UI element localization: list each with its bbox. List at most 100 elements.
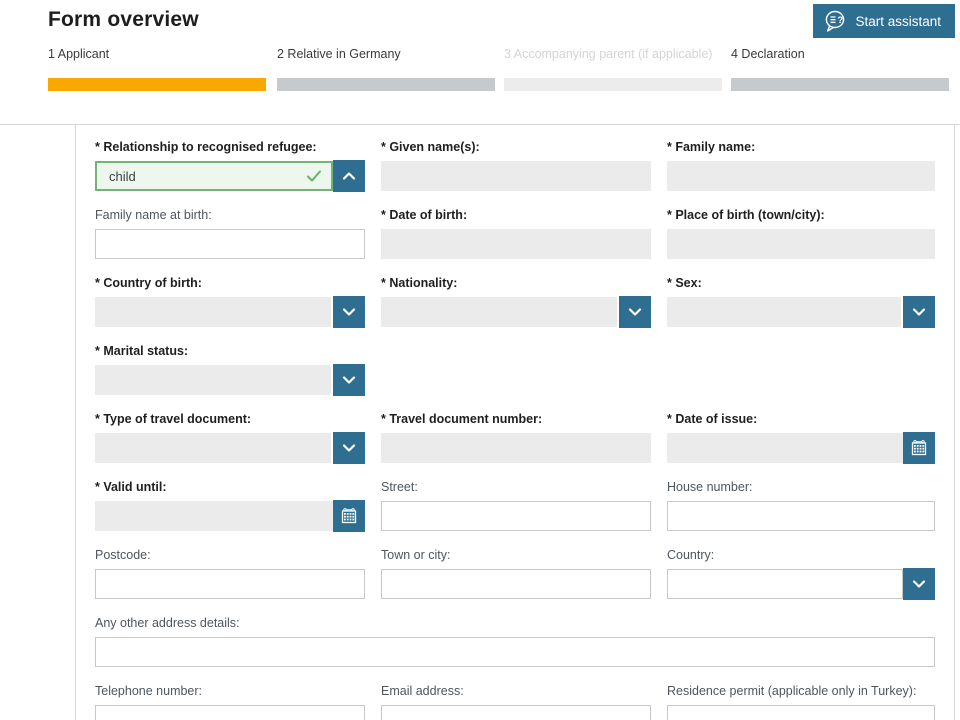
step-label: 3 Accompanying parent (if applicable)	[504, 47, 713, 61]
family-name-input[interactable]	[667, 161, 935, 191]
start-assistant-label: Start assistant	[855, 13, 941, 29]
sex-input[interactable]	[667, 297, 901, 327]
country-label: Country:	[667, 548, 715, 562]
family-name-label: * Family name:	[667, 140, 756, 154]
date-of-issue-group: * Date of issue:	[667, 411, 935, 464]
town-or-city-input[interactable]	[381, 569, 651, 599]
form-row: * Valid until: Street: House number:	[95, 479, 935, 532]
calendar-icon	[340, 507, 358, 525]
country-of-birth-group: * Country of birth:	[95, 275, 365, 328]
valid-until-datepicker-button[interactable]	[333, 500, 365, 532]
sex-dropdown-button[interactable]	[903, 296, 935, 328]
relationship-to-recognised-refugee-label: * Relationship to recognised refugee:	[95, 140, 317, 154]
given-names-control	[381, 160, 651, 192]
form-row: * Marital status:	[95, 343, 935, 396]
calendar-icon	[910, 439, 928, 457]
step-3: 3 Accompanying parent (if applicable)	[504, 47, 722, 91]
form-row: Family name at birth: * Date of birth: * P…	[95, 207, 935, 260]
step-2[interactable]: 2 Relative in Germany	[277, 47, 495, 91]
date-of-birth-label: * Date of birth:	[381, 208, 468, 222]
nationality-dropdown-button[interactable]	[619, 296, 651, 328]
date-of-birth-input[interactable]	[381, 229, 651, 259]
family-name-at-birth-group: Family name at birth:	[95, 207, 365, 260]
start-assistant-button[interactable]: ? Start assistant	[813, 4, 955, 38]
residence-permit-label: Residence permit (applicable only in Tur…	[667, 684, 917, 698]
house-number-label: House number:	[667, 480, 753, 494]
page-title: Form overview	[48, 8, 199, 31]
chevron-down-icon	[626, 303, 644, 321]
telephone-number-input[interactable]	[95, 705, 365, 720]
any-other-address-details-group: Any other address details:	[95, 615, 935, 668]
country-of-birth-input[interactable]	[95, 297, 331, 327]
house-number-control	[667, 500, 935, 532]
valid-until-input[interactable]	[95, 501, 333, 531]
house-number-group: House number:	[667, 479, 935, 532]
chevron-down-icon	[340, 371, 358, 389]
step-progress-bar	[504, 78, 722, 91]
any-other-address-details-input[interactable]	[95, 637, 935, 667]
country-control	[667, 568, 935, 600]
type-of-travel-document-dropdown-button[interactable]	[333, 432, 365, 464]
type-of-travel-document-group: * Type of travel document:	[95, 411, 365, 464]
form-row: * Country of birth: * Nationality: * Sex:	[95, 275, 935, 328]
speech-bubble-question-icon: ?	[823, 9, 847, 33]
any-other-address-details-label: Any other address details:	[95, 616, 240, 630]
family-name-at-birth-control	[95, 228, 365, 260]
checkmark-icon	[305, 167, 323, 185]
relationship-to-recognised-refugee-value: child	[109, 168, 136, 184]
country-of-birth-dropdown-button[interactable]	[333, 296, 365, 328]
place-of-birth-control	[667, 228, 935, 260]
travel-document-number-group: * Travel document number:	[381, 411, 651, 464]
type-of-travel-document-input[interactable]	[95, 433, 331, 463]
marital-status-dropdown-button[interactable]	[333, 364, 365, 396]
relationship-to-recognised-refugee-input[interactable]: child	[95, 161, 333, 191]
nationality-control	[381, 296, 651, 328]
family-name-at-birth-input[interactable]	[95, 229, 365, 259]
step-progress-bar	[731, 78, 949, 91]
town-or-city-group: Town or city:	[381, 547, 651, 600]
postcode-input[interactable]	[95, 569, 365, 599]
house-number-input[interactable]	[667, 501, 935, 531]
given-names-input[interactable]	[381, 161, 651, 191]
email-address-input[interactable]	[381, 705, 651, 720]
residence-permit-input[interactable]	[667, 705, 935, 720]
nationality-input[interactable]	[381, 297, 617, 327]
date-of-issue-datepicker-button[interactable]	[903, 432, 935, 464]
sex-label: * Sex:	[667, 276, 702, 290]
relationship-to-recognised-refugee-dropdown-button[interactable]	[333, 160, 365, 192]
step-1[interactable]: 1 Applicant	[48, 47, 266, 91]
chevron-down-icon	[340, 439, 358, 457]
valid-until-group: * Valid until:	[95, 479, 365, 532]
country-dropdown-button[interactable]	[903, 568, 935, 600]
step-4[interactable]: 4 Declaration	[731, 47, 949, 91]
family-name-group: * Family name:	[667, 139, 935, 192]
relationship-to-recognised-refugee-group: * Relationship to recognised refugee: chi…	[95, 139, 365, 192]
email-address-group: Email address:	[381, 683, 651, 720]
type-of-travel-document-label: * Type of travel document:	[95, 412, 252, 426]
country-input[interactable]	[667, 569, 903, 599]
email-address-label: Email address:	[381, 684, 464, 698]
panel-border-right	[954, 124, 955, 720]
street-control	[381, 500, 651, 532]
marital-status-input[interactable]	[95, 365, 331, 395]
date-of-birth-control	[381, 228, 651, 260]
family-name-at-birth-label: Family name at birth:	[95, 208, 212, 222]
marital-status-control	[95, 364, 365, 396]
travel-document-number-input[interactable]	[381, 433, 651, 463]
valid-until-label: * Valid until:	[95, 480, 167, 494]
step-label: 4 Declaration	[731, 47, 805, 61]
place-of-birth-input[interactable]	[667, 229, 935, 259]
form-row: Any other address details:	[95, 615, 935, 668]
nationality-group: * Nationality:	[381, 275, 651, 328]
sex-control	[667, 296, 935, 328]
travel-document-number-label: * Travel document number:	[381, 412, 543, 426]
date-of-issue-input[interactable]	[667, 433, 903, 463]
given-names-group: * Given name(s):	[381, 139, 651, 192]
country-of-birth-label: * Country of birth:	[95, 276, 202, 290]
street-input[interactable]	[381, 501, 651, 531]
place-of-birth-label: * Place of birth (town/city):	[667, 208, 825, 222]
residence-permit-control	[667, 704, 935, 720]
marital-status-label: * Marital status:	[95, 344, 189, 358]
date-of-issue-label: * Date of issue:	[667, 412, 758, 426]
